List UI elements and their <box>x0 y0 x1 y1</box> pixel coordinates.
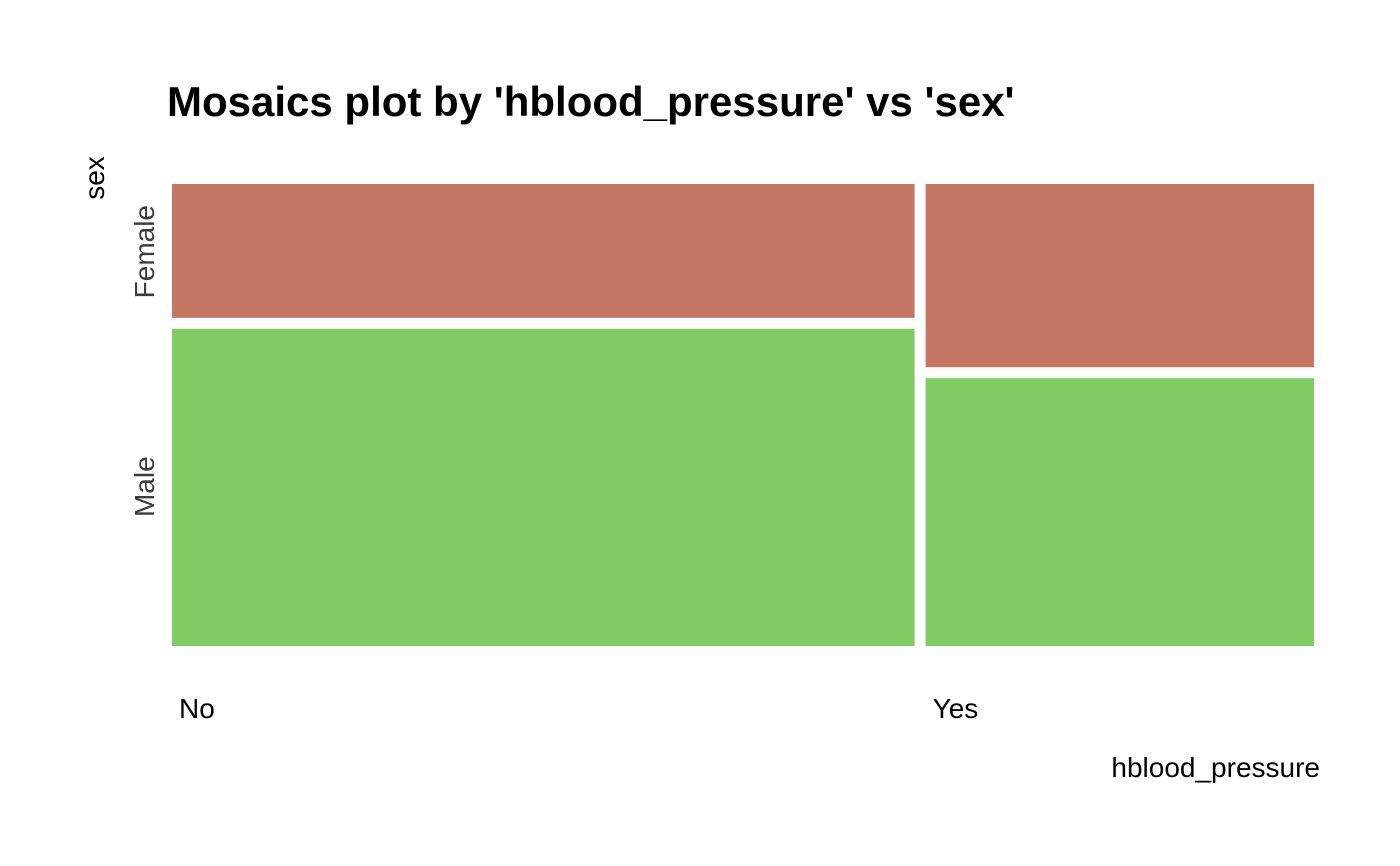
y-tick-labels: Female Male <box>129 205 160 517</box>
mosaic-cells <box>172 184 1314 646</box>
chart-title: Mosaics plot by 'hblood_pressure' vs 'se… <box>167 78 1015 125</box>
mosaic-cell-no-male <box>172 328 915 646</box>
mosaic-cell-yes-male <box>925 378 1314 646</box>
mosaic-cell-yes-female <box>925 184 1314 368</box>
x-tick-label: Yes <box>933 693 979 724</box>
x-tick-label: No <box>179 693 215 724</box>
y-axis-title: sex <box>79 156 110 200</box>
mosaic-cell-no-female <box>172 184 915 318</box>
x-tick-labels: No Yes <box>179 693 978 724</box>
x-axis-title: hblood_pressure <box>1111 752 1320 783</box>
y-tick-label: Female <box>129 205 160 298</box>
y-tick-label: Male <box>129 456 160 517</box>
